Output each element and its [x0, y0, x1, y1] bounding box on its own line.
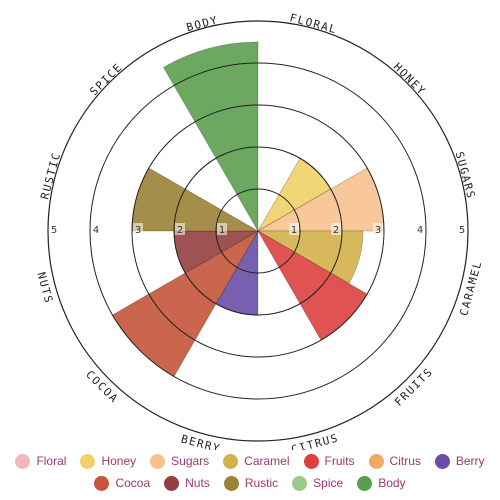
tick-label-5: 5: [51, 225, 57, 236]
category-label-spice: SPICE: [87, 60, 125, 98]
tick-label-bg: [331, 223, 341, 235]
legend-label: Body: [378, 476, 406, 490]
legend-swatch: [292, 475, 308, 491]
tick-label-bg: [457, 223, 467, 235]
legend-label: Spice: [313, 476, 344, 490]
tick-label-bg: [289, 223, 299, 235]
category-label-rustic: RUSTIC: [38, 150, 63, 200]
tick-label-bg: [91, 223, 101, 235]
tick-label-1: 1: [291, 225, 297, 236]
flavor-wheel: 11 22 33 44 55 FLORALHONEYSUGARSCARAMELFRUIT…: [35, 11, 485, 450]
legend-item-body[interactable]: Body: [357, 475, 406, 491]
legend-item-citrus[interactable]: Citrus: [368, 453, 421, 469]
tick-label-bg: [49, 223, 59, 235]
legend-item-rustic[interactable]: Rustic: [223, 475, 279, 491]
legend-label: Citrus: [389, 454, 421, 468]
wedges-layer: [111, 41, 385, 378]
tick-label-bg: [415, 223, 425, 235]
tick-label-3: 3: [375, 225, 381, 236]
legend-swatch: [164, 475, 180, 491]
tick-label-bg: [175, 223, 185, 235]
legend-item-honey[interactable]: Honey: [80, 453, 137, 469]
legend-label: Rustic: [244, 476, 279, 490]
grid-ring-4: [89, 62, 427, 400]
category-label-floral: FLORAL: [288, 11, 338, 36]
category-label-sugars: SUGARS: [453, 150, 478, 200]
legend-swatch: [368, 453, 384, 469]
legend-item-floral[interactable]: Floral: [15, 453, 67, 469]
grid-ring-3: [131, 104, 385, 358]
legend-swatch: [94, 475, 110, 491]
tick-label-3: 3: [135, 225, 141, 236]
legend-label: Caramel: [244, 454, 290, 468]
legend-swatch: [223, 453, 239, 469]
tick-label-5: 5: [459, 225, 465, 236]
legend-label: Berry: [455, 454, 485, 468]
legend-item-nuts[interactable]: Nuts: [164, 475, 210, 491]
grid-ring-1: [215, 188, 301, 274]
legend-item-spice[interactable]: Spice: [292, 475, 344, 491]
tick-label-2: 2: [177, 225, 183, 236]
legend-swatch: [15, 453, 31, 469]
grid-ring-2: [173, 146, 343, 316]
legend-swatch: [303, 453, 319, 469]
legend-swatch: [150, 453, 166, 469]
tick-label-2: 2: [333, 225, 339, 236]
tick-label-4: 4: [93, 225, 99, 236]
legend-item-fruits[interactable]: Fruits: [303, 453, 355, 469]
tick-label-1: 1: [219, 225, 225, 236]
category-label-body: BODY: [185, 13, 220, 34]
legend-swatch: [223, 475, 239, 491]
legend-item-sugars[interactable]: Sugars: [150, 453, 210, 469]
tick-label-bg: [217, 223, 227, 235]
legend-label: Honey: [101, 454, 137, 468]
legend-label: Floral: [36, 454, 67, 468]
grid-layer: [47, 20, 469, 442]
legend-row: Cocoa Nuts Rustic Spice Body: [0, 472, 500, 494]
legend-item-berry[interactable]: Berry: [434, 453, 485, 469]
legend-row: Floral Honey Sugars Caramel Fruits Citrus Berr…: [0, 450, 500, 472]
tick-labels-layer: 1 1 2 2 3 3 4 4 5 5: [49, 223, 467, 236]
legend-item-caramel[interactable]: Caramel: [223, 453, 290, 469]
legend-swatch: [357, 475, 373, 491]
legend: Floral Honey Sugars Caramel Fruits Citrus Berr…: [0, 450, 500, 500]
wedge-body: [162, 41, 259, 233]
category-label-cocoa: COCOA: [83, 368, 121, 406]
legend-label: Fruits: [324, 454, 355, 468]
tick-label-4: 4: [417, 225, 423, 236]
legend-swatch: [80, 453, 96, 469]
category-label-honey: HONEY: [391, 60, 429, 98]
legend-item-cocoa[interactable]: Cocoa: [94, 475, 151, 491]
tick-label-bg: [373, 223, 383, 235]
category-label-citrus: CITRUS: [290, 431, 340, 450]
wedge-caramel: [256, 230, 364, 285]
legend-label: Sugars: [171, 454, 210, 468]
legend-swatch: [434, 453, 450, 469]
category-label-caramel: CARAMEL: [457, 259, 484, 317]
legend-label: Cocoa: [115, 476, 151, 490]
legend-label: Nuts: [185, 476, 210, 490]
category-label-berry: BERRY: [180, 432, 223, 450]
tick-label-bg: [133, 223, 143, 235]
grid-ring-5: [47, 20, 469, 442]
